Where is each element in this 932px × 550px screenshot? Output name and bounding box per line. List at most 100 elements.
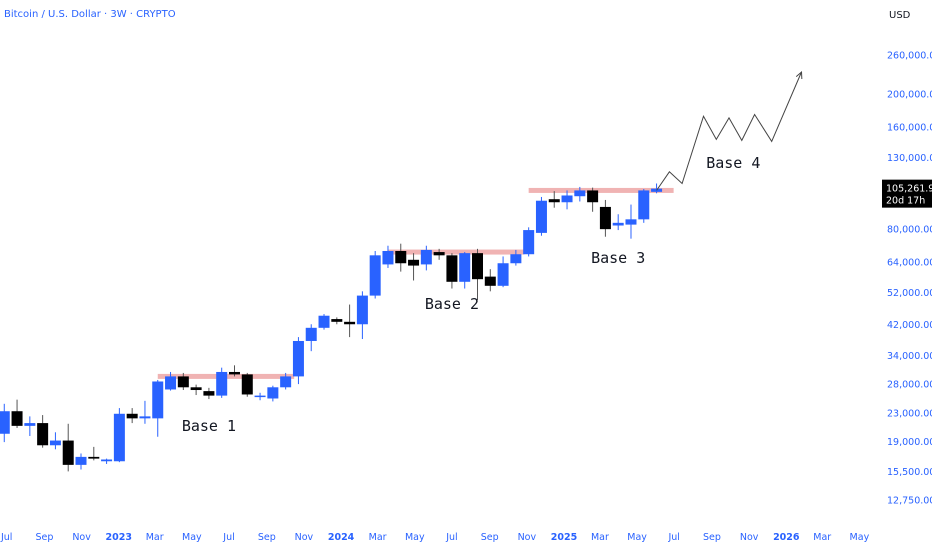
candle-body [152,381,164,419]
candle-body [24,423,36,426]
candle-body [113,413,125,462]
candle-body [484,276,496,286]
candle-body [280,376,292,388]
base-zone-band-2 [387,249,525,255]
time-tick-label: Sep [703,532,721,543]
time-tick-label: Jul [667,532,679,543]
time-tick-label: Mar [591,532,609,543]
candle-body [395,250,407,264]
candle-body [62,440,74,465]
candle-body [37,423,49,446]
candle-body [574,190,586,197]
price-tick-label: 260,000.00 [887,51,932,62]
last-price-badge [882,179,932,208]
candle-body [472,253,484,280]
time-tick-label: Sep [258,532,276,543]
price-tick-label: 160,000.00 [887,122,932,133]
candle-body [216,371,228,396]
time-tick-label: May [405,532,425,543]
candle-body [292,340,304,377]
candle-body [420,249,432,265]
candle-body [190,387,202,391]
candle-body [344,321,356,325]
projection-arrow-head [795,70,803,80]
time-tick-label: Mar [146,532,164,543]
price-tick-label: 28,000.00 [887,380,932,391]
candle-body [459,253,471,282]
candle-body [446,255,458,282]
candle-body [177,376,189,388]
candle-body [599,206,611,230]
time-tick-label: May [182,532,202,543]
candle-body [305,327,317,341]
time-tick-label: Nov [740,532,759,543]
time-tick-label: Sep [36,532,54,543]
time-tick-label: May [627,532,647,543]
candle-body [523,230,535,255]
time-tick-label: 2026 [773,532,800,543]
time-tick-label: Jul [222,532,234,543]
candle-body [587,190,599,203]
time-tick-label: 2025 [551,532,577,543]
projection-path [656,71,802,191]
candle-body [49,440,61,446]
candle-body [612,222,624,226]
symbol-title[interactable]: Bitcoin / U.S. Dollar · 3W · CRYPTO [4,9,176,20]
candle-body [203,391,215,396]
base-label-4: Base 4 [706,154,760,172]
candle-body [625,219,637,225]
price-tick-label: 130,000.00 [887,153,932,164]
time-tick-label: Nov [72,532,91,543]
time-tick-label: Nov [295,532,314,543]
price-tick-label: 19,000.00 [887,437,932,448]
time-tick-label: Nov [518,532,537,543]
time-tick-label: Jul [445,532,457,543]
price-tick-label: 12,750.00 [887,496,932,507]
candle-body [241,374,253,395]
price-tick-label: 52,000.00 [887,288,932,299]
candle-body [75,456,87,465]
candle-body [433,252,445,256]
time-tick-label: May [850,532,870,543]
currency-label[interactable]: USD [889,10,911,21]
base-zone-band-3 [528,187,674,193]
price-tick-label: 15,500.00 [887,467,932,478]
candle-body [318,315,330,328]
candle-body [638,190,650,220]
last-price-label: 105,261.91 [886,184,932,195]
candle-body [165,376,177,390]
time-tick-label: Mar [813,532,831,543]
price-tick-label: 34,000.00 [887,351,932,362]
time-tick-label: 2023 [106,532,132,543]
price-tick-label: 200,000.00 [887,89,932,100]
candle-body [267,387,279,399]
candle-body [101,459,113,462]
candle-body [356,295,368,325]
candle-body [331,319,343,322]
candle-body [254,395,266,398]
candle-body [369,255,381,296]
price-tick-label: 42,000.00 [887,320,932,331]
time-tick-label: Sep [481,532,499,543]
candle-body [228,371,240,375]
candle-body [561,195,573,203]
last-price-countdown: 20d 17h [886,196,925,207]
base-label-2: Base 2 [425,295,479,313]
price-tick-label: 23,000.00 [887,409,932,420]
candle-body [548,199,560,203]
candle-body [497,263,509,286]
base-label-3: Base 3 [591,249,645,267]
base-label-1: Base 1 [182,417,236,435]
price-tick-label: 80,000.00 [887,225,932,236]
candle-body [126,413,138,419]
time-tick-label: Jul [0,532,12,543]
price-tick-label: 64,000.00 [887,258,932,269]
candle-body [535,200,547,233]
candle-body [382,250,394,265]
candle-body [0,411,10,434]
time-tick-label: 2024 [328,532,355,543]
candle-body [11,411,23,426]
candle-body [88,456,100,459]
